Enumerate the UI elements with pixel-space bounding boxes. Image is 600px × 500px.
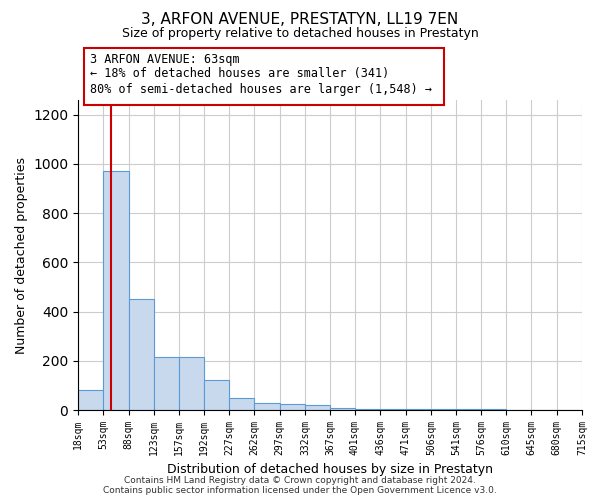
Bar [431,409,456,410]
Bar [229,398,254,410]
Bar [154,357,179,410]
Text: 3, ARFON AVENUE, PRESTATYN, LL19 7EN: 3, ARFON AVENUE, PRESTATYN, LL19 7EN [142,12,458,28]
Text: 3 ARFON AVENUE: 63sqm
← 18% of detached houses are smaller (341)
80% of semi-det: 3 ARFON AVENUE: 63sqm ← 18% of detached … [90,52,432,96]
Bar [103,172,128,410]
Bar [331,408,355,410]
Bar [305,405,331,410]
Bar [280,404,305,410]
Bar [128,300,154,410]
Bar [380,409,406,410]
Text: Size of property relative to detached houses in Prestatyn: Size of property relative to detached ho… [122,28,478,40]
Bar [254,402,280,410]
X-axis label: Distribution of detached houses by size in Prestatyn: Distribution of detached houses by size … [167,464,493,476]
Bar [406,409,431,410]
Bar [179,357,204,410]
Y-axis label: Number of detached properties: Number of detached properties [14,156,28,354]
Bar [355,409,380,410]
Text: Contains HM Land Registry data © Crown copyright and database right 2024.
Contai: Contains HM Land Registry data © Crown c… [103,476,497,495]
Bar [204,380,229,410]
Bar [78,390,103,410]
